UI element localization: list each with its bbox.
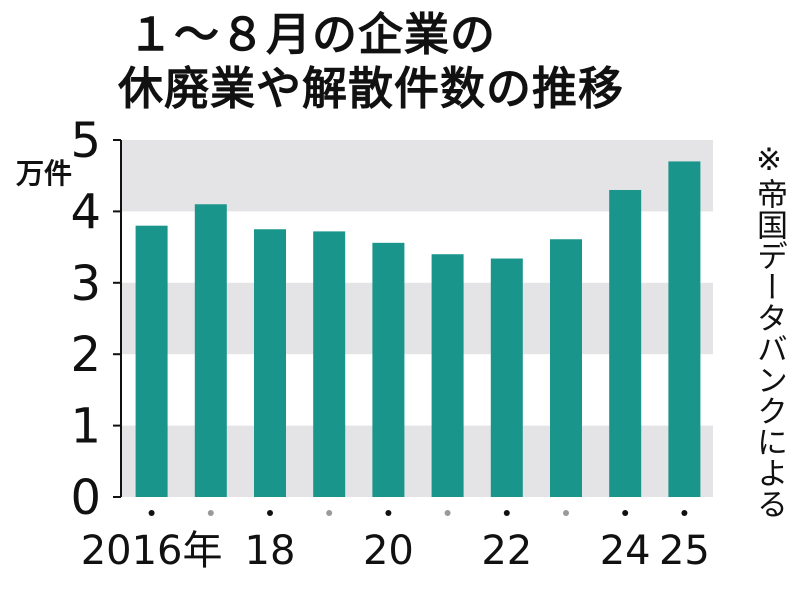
x-tick-dot: [267, 510, 273, 516]
x-tick-dot: [148, 510, 155, 516]
y-tick-label: 3: [70, 256, 101, 312]
x-tick-dot: [385, 510, 392, 516]
x-tick-dot: [326, 510, 333, 516]
chart-title-line1: １〜８月の企業の: [128, 8, 497, 61]
source-note: ※帝国データバンクによる: [751, 142, 787, 519]
y-axis-unit: 万件: [16, 157, 73, 190]
x-tick-label: 24: [600, 528, 651, 574]
bar: [668, 161, 701, 498]
bar: [490, 258, 523, 497]
chart-title-line2: 休廃業や解散件数の推移: [118, 62, 625, 115]
x-tick-label: 22: [481, 528, 532, 574]
x-tick-dot: [622, 510, 629, 516]
bar: [135, 225, 168, 497]
x-tick-label: 20: [363, 528, 414, 574]
bar: [254, 229, 286, 497]
x-tick-label: 25: [659, 528, 710, 574]
bar: [550, 239, 582, 497]
y-tick-label: 1: [70, 399, 101, 455]
y-tick-label: 4: [70, 184, 101, 240]
y-tick-label: 2: [70, 327, 101, 383]
bar: [609, 189, 642, 498]
x-tick-dot: [503, 510, 510, 516]
bar: [431, 254, 464, 497]
bar: [313, 231, 346, 497]
x-tick-dot: [444, 510, 451, 516]
bar: [194, 204, 227, 497]
x-tick-dot: [563, 510, 569, 516]
x-tick-label: 18: [245, 528, 296, 574]
x-tick-label: 2016年: [81, 528, 223, 574]
x-tick-dot: [207, 510, 214, 516]
bar: [372, 242, 405, 497]
x-tick-dot: [681, 510, 688, 516]
y-tick-label: 5: [70, 113, 101, 169]
y-tick-label: 0: [70, 470, 101, 526]
